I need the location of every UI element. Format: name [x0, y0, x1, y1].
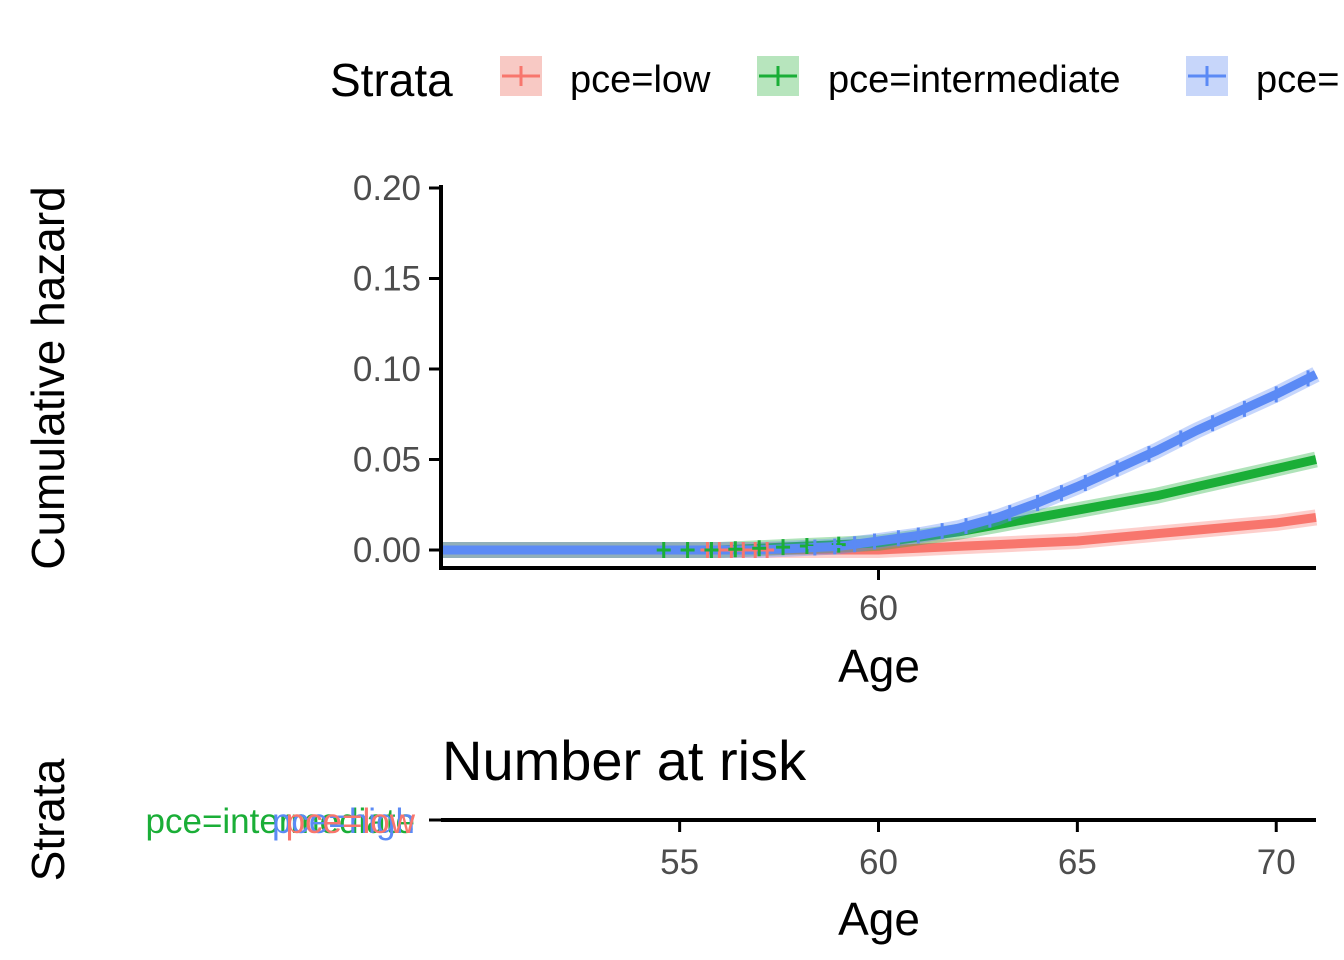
censor-mark-1-2	[704, 542, 719, 558]
censor-mark-1-1	[680, 542, 695, 558]
censor-mark-2-2	[847, 536, 862, 553]
censor-mark-2-17	[1237, 400, 1252, 417]
y-tick-label-1: 0.05	[353, 441, 421, 480]
censor-mark-2-9	[1002, 505, 1017, 522]
y-tick-label-3: 0.15	[353, 260, 421, 299]
legend-label-intermediate: pce=intermediate	[828, 59, 1121, 101]
censor-mark-2-16	[1205, 415, 1220, 432]
censor-mark-2-19	[1301, 370, 1316, 387]
censor-mark-2-1	[827, 538, 842, 555]
censor-mark-2-12	[1078, 475, 1093, 492]
risk-x-tick-label-2: 65	[1058, 843, 1097, 882]
legend-title: Strata	[330, 54, 453, 106]
strata-label-2: pce=low	[286, 802, 416, 841]
censor-mark-2-13	[1110, 460, 1125, 477]
censor-mark-0-5	[760, 542, 775, 558]
censor-mark-1-0	[656, 542, 671, 558]
y-tick-label-4: 0.20	[353, 169, 421, 208]
risk-x-tick-label-1: 60	[859, 843, 898, 882]
censor-mark-2-14	[1141, 446, 1156, 463]
legend-entry-high: pce=	[1186, 56, 1339, 101]
y-tick-label-2: 0.10	[353, 350, 421, 389]
censor-mark-2-7	[959, 518, 973, 535]
risk-x-tick-label-0: 55	[660, 843, 699, 882]
censor-mark-2-6	[935, 523, 950, 540]
y-axis-title: Cumulative hazard	[22, 186, 74, 570]
legend-label-high: pce=	[1256, 59, 1339, 101]
censor-mark-1-5	[776, 539, 791, 556]
censor-mark-2-0	[807, 539, 822, 556]
axes-group: 0.00 0.05 0.10 0.15 0.20 60	[353, 169, 1316, 628]
censor-mark-2-4	[891, 530, 906, 547]
risk-axes-group: 55 60 65 70	[429, 818, 1316, 882]
censor-mark-2-15	[1173, 430, 1188, 447]
risk-y-axis-title: Strata	[22, 758, 74, 881]
risk-table: Number at risk Strata pce=intermediatepc…	[22, 729, 1316, 945]
x-tick-label-0: 60	[859, 589, 898, 628]
censor-mark-1-4	[752, 540, 767, 557]
censor-mark-2-8	[982, 511, 997, 528]
legend-label-low: pce=low	[570, 59, 711, 101]
risk-x-tick-label-3: 70	[1257, 843, 1296, 882]
y-tick-label-0: 0.00	[353, 531, 421, 570]
strata-label-0: pce=intermediate	[146, 802, 415, 841]
censor-mark-2-11	[1054, 485, 1069, 502]
series-group	[441, 367, 1320, 558]
risk-table-title: Number at risk	[442, 729, 807, 792]
strata-label-1: pce=high	[272, 802, 415, 841]
legend: Strata pce=low pce=intermediate pce=	[330, 54, 1339, 106]
legend-entry-low: pce=low	[500, 56, 711, 101]
censor-mark-2-18	[1269, 386, 1284, 403]
censor-mark-1-3	[728, 541, 743, 558]
hazard-plot: Cumulative hazard 0.00 0.05 0.10 0.15 0.20 60…	[22, 169, 1320, 692]
censor-mark-2-10	[1030, 494, 1045, 511]
x-axis-title: Age	[838, 640, 920, 692]
risk-x-axis-title: Age	[838, 893, 920, 945]
censor-mark-2-5	[911, 527, 926, 544]
legend-entry-intermediate: pce=intermediate	[757, 56, 1121, 101]
censor-mark-2-3	[867, 533, 882, 550]
